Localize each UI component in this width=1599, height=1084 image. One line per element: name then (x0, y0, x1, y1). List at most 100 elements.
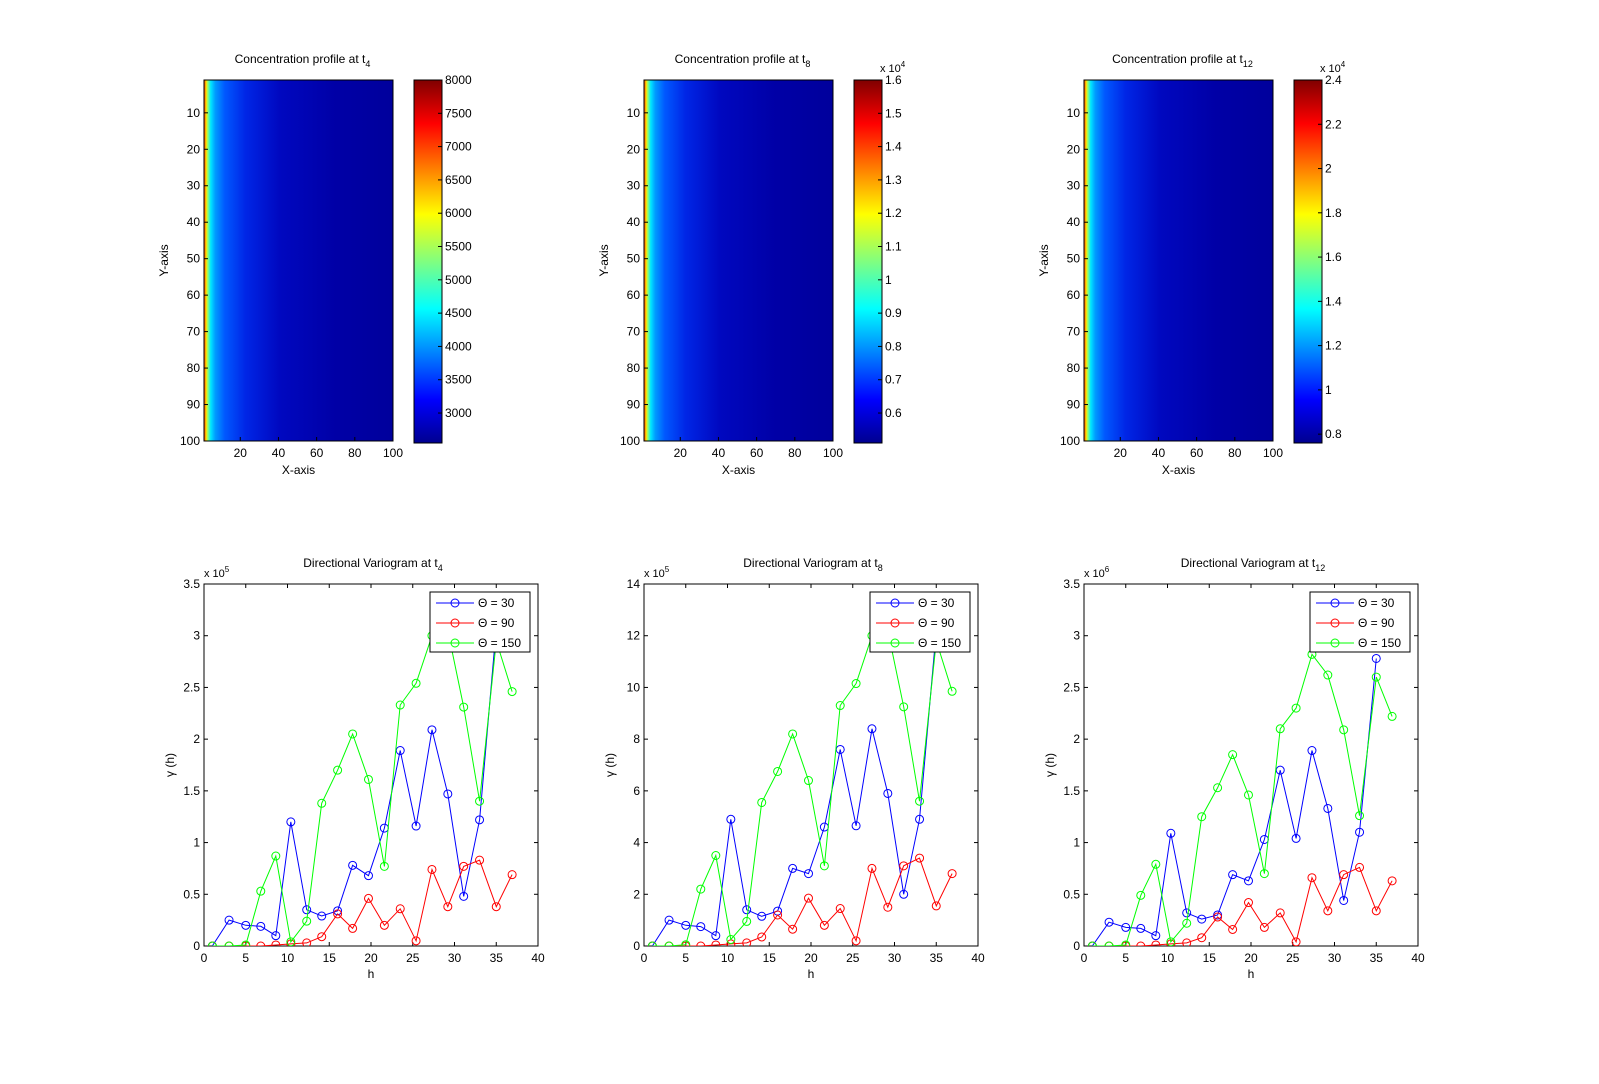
x-tick-label: 15 (763, 951, 777, 965)
y-tick-label: 1 (193, 836, 200, 850)
y-tick-label: 100 (620, 434, 640, 448)
data-point (788, 863, 798, 873)
y-tick-label: 40 (627, 215, 641, 229)
legend-label: Θ = 90 (478, 616, 515, 630)
data-point (1136, 923, 1146, 933)
x-axis-label: X-axis (282, 463, 315, 477)
series-line (651, 630, 937, 946)
data-point (742, 905, 752, 915)
y-tick-label: 0.5 (1063, 887, 1080, 901)
data-point (742, 916, 752, 926)
colorbar-tick-label: 0.8 (885, 339, 902, 353)
y-tick-label: 2 (633, 887, 640, 901)
data-point (883, 902, 893, 912)
data-point (1275, 765, 1285, 775)
colorbar-tick-label: 0.9 (885, 306, 902, 320)
y-tick-label: 4 (633, 836, 640, 850)
data-point (379, 920, 389, 930)
data-point (241, 941, 251, 946)
legend-label: Θ = 90 (1358, 616, 1395, 630)
x-tick-label: 0 (1081, 951, 1088, 965)
data-point (1371, 906, 1381, 916)
data-point (1121, 941, 1131, 946)
colorbar-exponent: x 104 (1320, 60, 1346, 75)
data-point (899, 861, 909, 871)
x-tick-label: 80 (788, 446, 802, 460)
chart-title-text: Directional Variogram at t (303, 556, 438, 570)
data-point (427, 725, 437, 735)
y-tick-label: 70 (187, 325, 201, 339)
data-point (1323, 803, 1333, 813)
legend-label: Θ = 30 (478, 596, 515, 610)
chart-title-subscript: 4 (438, 563, 443, 573)
data-point (411, 678, 421, 688)
colorbar-tick-label: 0.7 (885, 373, 902, 387)
data-point (757, 911, 767, 921)
data-point (271, 851, 281, 861)
y-tick-label: 90 (187, 398, 201, 412)
x-tick-label: 15 (1203, 951, 1217, 965)
data-point (1121, 940, 1131, 946)
colorbar-tick-label: 1.4 (885, 140, 902, 154)
legend-marker (890, 598, 900, 608)
y-axis-exponent: x 105 (644, 565, 670, 580)
legend-marker (450, 598, 460, 608)
y-tick-label: 10 (1067, 106, 1081, 120)
chart-title-text: Concentration profile at t (675, 52, 806, 66)
data-point (851, 821, 861, 831)
data-point (1213, 783, 1223, 793)
colorbar-tick-label: 2.4 (1325, 73, 1342, 87)
series-line (212, 629, 513, 946)
data-point (1339, 870, 1349, 880)
legend-label: Θ = 30 (1358, 596, 1395, 610)
data-point (647, 941, 657, 946)
data-point (256, 941, 266, 946)
data-point (819, 861, 829, 871)
colorbar-exponent: x 104 (880, 60, 906, 75)
y-tick-label: 60 (1067, 288, 1081, 302)
y-tick-label: 50 (1067, 252, 1081, 266)
exponent-base: x 10 (1084, 568, 1105, 580)
series-line (211, 627, 497, 946)
data-point (1355, 827, 1365, 837)
x-tick-label: 100 (823, 446, 843, 460)
colorbar-tick-label: 6000 (445, 206, 472, 220)
data-point (1339, 725, 1349, 735)
colorbar-tick-label: 0.6 (885, 406, 902, 420)
chart-title: Directional Variogram at t4 (303, 556, 443, 573)
data-point (363, 774, 373, 784)
colorbar-tick-label: 7500 (445, 106, 472, 120)
y-tick-label: 50 (627, 252, 641, 266)
x-tick-label: 20 (1114, 446, 1128, 460)
exponent-power: 4 (901, 60, 906, 69)
data-point (1355, 811, 1365, 821)
x-tick-label: 0 (641, 951, 648, 965)
data-point (1087, 941, 1097, 946)
colorbar-tick-label: 1.6 (1325, 250, 1342, 264)
data-point (1121, 922, 1131, 932)
y-tick-label: 70 (1067, 325, 1081, 339)
colorbar-tick-label: 1.6 (885, 73, 902, 87)
data-point (1291, 937, 1301, 946)
y-tick-label: 3 (1073, 629, 1080, 643)
legend-label: Θ = 150 (478, 636, 521, 650)
data-point (1197, 914, 1207, 924)
data-point (1136, 890, 1146, 900)
chart-title: Concentration profile at t8 (675, 52, 811, 69)
data-point (1213, 910, 1223, 920)
data-point (459, 702, 469, 712)
exponent-power: 6 (1105, 565, 1110, 574)
x-tick-label: 40 (1152, 446, 1166, 460)
data-point (443, 789, 453, 799)
y-axis-label: Y-axis (597, 244, 611, 276)
y-tick-label: 90 (627, 398, 641, 412)
x-tick-label: 80 (348, 446, 362, 460)
colorbar-tick-label: 0.8 (1325, 427, 1342, 441)
y-tick-label: 70 (627, 325, 641, 339)
x-tick-label: 60 (310, 446, 324, 460)
legend-marker (1330, 618, 1340, 628)
data-point (348, 923, 358, 933)
data-point (1323, 906, 1333, 916)
